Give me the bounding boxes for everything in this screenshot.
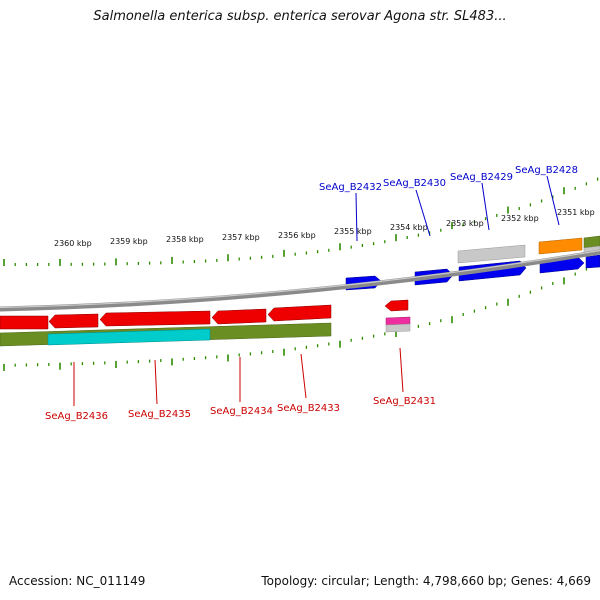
gene-label[interactable]: SeAg_B2428 — [515, 165, 578, 176]
gene-feature-orange — [538, 237, 583, 255]
gene-label[interactable]: SeAg_B2435 — [128, 409, 191, 420]
label-leader-line — [154, 359, 158, 405]
genome-summary-text: Topology: circular; Length: 4,798,660 bp… — [261, 574, 591, 588]
gene-feature-cyan — [47, 328, 211, 346]
gene-arrow[interactable] — [585, 254, 600, 269]
reverse-gene-labels: SeAg_B2436 SeAg_B2435 SeAg_B2434 SeAg_B2… — [45, 347, 436, 422]
scale-label: 2360 kbp — [54, 239, 92, 248]
label-leader-line — [415, 189, 431, 237]
gene-label[interactable]: SeAg_B2430 — [383, 178, 446, 189]
gene-arrow[interactable] — [267, 304, 332, 322]
gene-feature-magenta — [385, 316, 411, 326]
genome-backbone-highlight — [0, 249, 600, 309]
forward-gene-labels: SeAg_B2432 SeAg_B2430 SeAg_B2429 SeAg_B2… — [319, 165, 578, 242]
scale-label: 2353 kbp — [446, 219, 484, 228]
gene-feature-olive — [583, 235, 600, 249]
gene-label[interactable]: SeAg_B2432 — [319, 182, 382, 193]
scale-label: 2354 kbp — [390, 223, 428, 232]
gene-arrow[interactable] — [48, 313, 99, 329]
accession-text: Accession: NC_011149 — [9, 574, 146, 588]
gene-arrow[interactable] — [0, 315, 49, 330]
label-leader-line — [546, 175, 560, 226]
scale-label: 2359 kbp — [110, 237, 148, 246]
gene-label[interactable]: SeAg_B2429 — [450, 172, 513, 183]
label-leader-line — [481, 182, 490, 231]
scale-label: 2355 kbp — [334, 227, 372, 236]
gene-label[interactable]: SeAg_B2436 — [45, 411, 108, 422]
label-leader-line — [355, 192, 358, 242]
scale-label: 2356 kbp — [278, 231, 316, 240]
gene-feature-gray — [457, 244, 526, 264]
scale-label: 2357 kbp — [222, 233, 260, 242]
gene-label[interactable]: SeAg_B2434 — [210, 406, 273, 417]
gene-arrow[interactable] — [384, 299, 409, 312]
scale-ticks-inner — [3, 262, 599, 371]
gene-label[interactable]: SeAg_B2431 — [373, 396, 436, 407]
gene-label[interactable]: SeAg_B2433 — [277, 403, 340, 414]
gene-arrow[interactable] — [211, 308, 267, 325]
gene-arrow[interactable] — [99, 310, 211, 327]
label-leader-line — [300, 353, 307, 399]
gene-feature-gray — [385, 323, 411, 333]
scale-label: 2351 kbp — [557, 208, 595, 217]
scale-label: 2358 kbp — [166, 235, 204, 244]
scale-ticks-outer — [3, 177, 599, 266]
map-title: Salmonella enterica subsp. enterica sero… — [93, 9, 507, 24]
scale-labels: 2360 kbp 2359 kbp 2358 kbp 2357 kbp 2356… — [54, 208, 595, 248]
scale-label: 2352 kbp — [501, 214, 539, 223]
reverse-strand-features — [0, 299, 411, 347]
genome-backbone — [0, 249, 600, 312]
label-leader-line — [399, 347, 404, 393]
